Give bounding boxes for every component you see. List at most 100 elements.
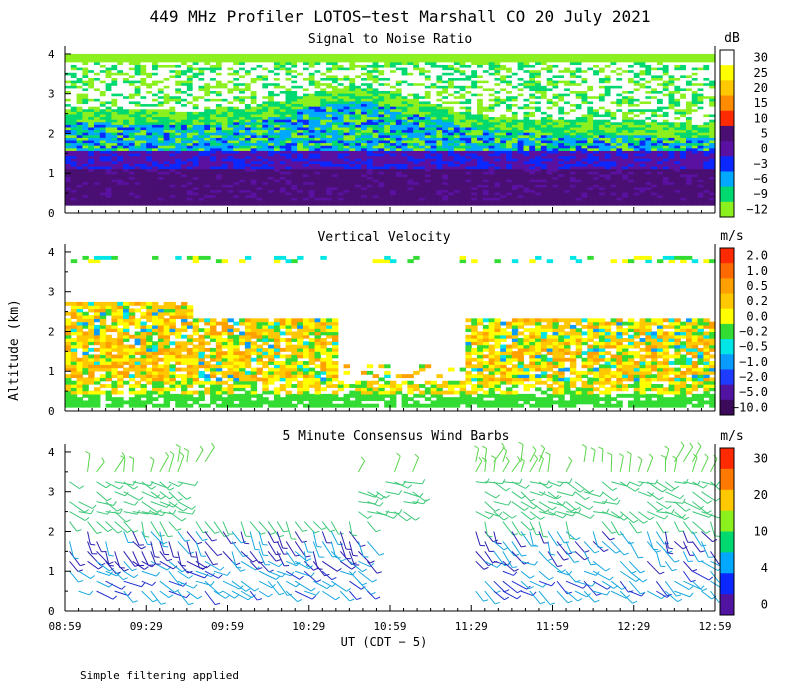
snr-cell (390, 152, 397, 157)
snr-cell (221, 69, 229, 73)
snr-cell (372, 121, 379, 125)
snr-cell (273, 64, 281, 68)
snr-cell (221, 158, 229, 162)
snr-cell (262, 113, 269, 118)
snr-cell (343, 69, 350, 73)
snr-cell (215, 163, 223, 167)
snr-cell (146, 126, 153, 131)
snr-cell (157, 100, 165, 105)
snr-cell (163, 155, 171, 159)
snr-cell (105, 111, 113, 115)
snr-cell (297, 142, 304, 146)
snr-cell (163, 173, 171, 177)
snr-cell (239, 145, 246, 149)
snr-cell (88, 53, 95, 58)
snr-cell (378, 98, 385, 102)
snr-cell (146, 163, 153, 167)
snr-cell (360, 111, 368, 115)
snr-cell (111, 134, 118, 138)
snr-cell (326, 100, 333, 105)
snr-cell (308, 163, 316, 167)
snr-cell (279, 165, 287, 170)
snr-cell (99, 152, 107, 157)
snr-cell (390, 98, 397, 102)
snr-cell (390, 132, 397, 136)
snr-cell (181, 176, 188, 180)
snr-cell (244, 165, 252, 170)
snr-cell (302, 137, 310, 141)
snr-cell (117, 87, 124, 92)
snr-cell (94, 155, 101, 159)
snr-cell (308, 108, 316, 112)
snr-cell (378, 100, 385, 105)
snr-cell (123, 80, 130, 84)
snr-cell (268, 124, 275, 128)
snr-cell (337, 126, 345, 131)
snr-cell (262, 129, 269, 133)
snr-cell (279, 80, 287, 84)
snr-cell (99, 142, 107, 146)
snr-cell (111, 202, 118, 206)
snr-cell (192, 61, 200, 65)
snr-cell (262, 132, 269, 136)
snr-cell (244, 145, 252, 149)
snr-cell (163, 124, 171, 128)
snr-cell (204, 106, 211, 110)
snr-cell (320, 192, 327, 196)
snr-cell (337, 137, 345, 141)
snr-cell (134, 139, 142, 144)
snr-cell (169, 142, 176, 146)
snr-cell (297, 192, 304, 196)
snr-cell (163, 160, 171, 164)
snr-cell (378, 113, 385, 118)
snr-cell (337, 56, 345, 60)
snr-cell (82, 59, 89, 63)
snr-cell (152, 56, 159, 60)
snr-cell (378, 194, 385, 198)
snr-cell (355, 145, 362, 149)
snr-cell (227, 147, 234, 151)
snr-cell (123, 90, 130, 94)
snr-cell (192, 113, 200, 118)
snr-cell (192, 69, 200, 73)
snr-cell (227, 160, 234, 164)
snr-cell (88, 155, 95, 159)
snr-cell (302, 132, 310, 136)
snr-cell (291, 98, 298, 102)
snr-cell (169, 116, 176, 120)
snr-cell (326, 192, 333, 196)
snr-cell (134, 90, 142, 94)
snr-cell (152, 116, 159, 120)
snr-cell (192, 163, 200, 167)
snr-cell (76, 160, 84, 164)
snr-cell (227, 111, 234, 115)
snr-cell (366, 80, 374, 84)
snr-cell (204, 202, 211, 206)
snr-cell (175, 192, 182, 196)
snr-cell (111, 197, 118, 201)
snr-cell (157, 176, 165, 180)
snr-cell (140, 53, 147, 58)
snr-cell (134, 124, 142, 128)
snr-cell (256, 129, 263, 133)
snr-cell (535, 53, 542, 58)
snr-cell (105, 100, 113, 105)
snr-cell (65, 61, 72, 65)
snr-cell (123, 152, 130, 157)
snr-cell (146, 113, 153, 118)
snr-cell (390, 113, 397, 118)
snr-cell (146, 202, 153, 206)
snr-cell (186, 134, 194, 138)
snr-cell (198, 108, 205, 112)
snr-cell (204, 74, 211, 78)
snr-cell (297, 178, 304, 183)
snr-cell (308, 137, 316, 141)
snr-cell (395, 129, 403, 133)
snr-cell (175, 56, 182, 60)
snr-cell (256, 197, 263, 201)
snr-cell (94, 66, 101, 71)
snr-cell (343, 59, 350, 63)
snr-cell (250, 116, 258, 120)
snr-cell (355, 147, 362, 151)
snr-cell (221, 173, 229, 177)
